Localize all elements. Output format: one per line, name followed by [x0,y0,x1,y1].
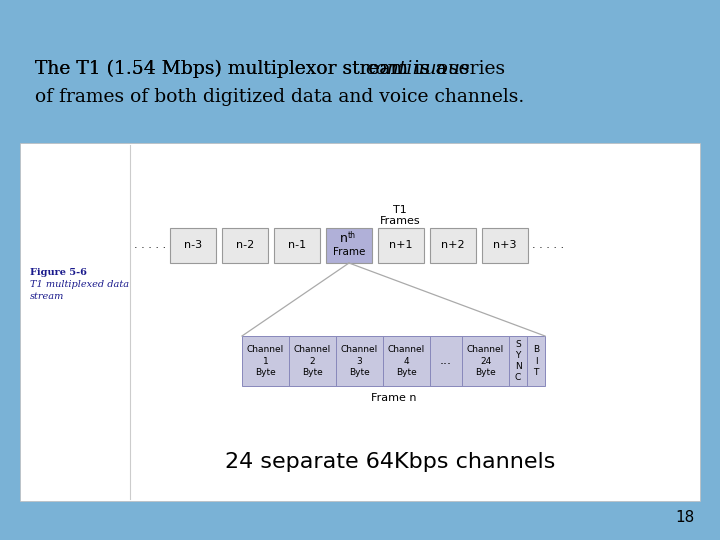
Text: Channel
24
Byte: Channel 24 Byte [467,346,504,376]
Text: The T1 (1.54 Mbps) multiplexor stream is a: The T1 (1.54 Mbps) multiplexor stream is… [35,60,453,78]
FancyBboxPatch shape [430,228,476,263]
Text: T1 multiplexed data: T1 multiplexed data [30,280,129,289]
FancyBboxPatch shape [430,336,462,386]
Text: n+1: n+1 [390,240,413,251]
Text: n-2: n-2 [236,240,254,251]
FancyBboxPatch shape [274,228,320,263]
FancyBboxPatch shape [170,228,216,263]
Text: n+3: n+3 [493,240,517,251]
FancyBboxPatch shape [20,143,700,501]
Text: Frame n: Frame n [371,393,416,403]
FancyBboxPatch shape [378,228,424,263]
Text: 24 separate 64Kbps channels: 24 separate 64Kbps channels [225,452,555,472]
FancyBboxPatch shape [383,336,430,386]
Text: n-1: n-1 [288,240,306,251]
Text: Frame: Frame [333,247,365,257]
FancyBboxPatch shape [326,228,372,263]
Text: Channel
2
Byte: Channel 2 Byte [294,346,331,376]
FancyBboxPatch shape [527,336,545,386]
Text: Frames: Frames [379,216,420,226]
FancyBboxPatch shape [289,336,336,386]
FancyBboxPatch shape [336,336,383,386]
Text: n: n [340,233,348,246]
Text: ...: ... [440,354,452,368]
Text: n-3: n-3 [184,240,202,251]
FancyBboxPatch shape [222,228,268,263]
FancyBboxPatch shape [509,336,527,386]
Text: stream: stream [30,292,64,301]
Text: th: th [348,232,356,240]
Text: series: series [443,60,505,78]
FancyBboxPatch shape [242,336,289,386]
Text: S
Y
N
C: S Y N C [515,340,521,382]
Text: Channel
4
Byte: Channel 4 Byte [388,346,425,376]
FancyBboxPatch shape [462,336,509,386]
Text: Figure 5-6: Figure 5-6 [30,268,87,277]
Text: . . . . .: . . . . . [134,240,166,251]
Text: n+2: n+2 [441,240,465,251]
Text: 18: 18 [676,510,695,525]
Text: of frames of both digitized data and voice channels.: of frames of both digitized data and voi… [35,88,524,106]
Text: The T1 (1.54 Mbps) multiplexor stream is a: The T1 (1.54 Mbps) multiplexor stream is… [35,60,453,78]
Text: Channel
1
Byte: Channel 1 Byte [247,346,284,376]
Text: B
I
T: B I T [533,346,539,376]
Text: Channel
3
Byte: Channel 3 Byte [341,346,378,376]
FancyBboxPatch shape [482,228,528,263]
Text: T1: T1 [393,205,407,215]
Text: continuous: continuous [365,60,469,78]
Text: . . . . .: . . . . . [532,240,564,251]
